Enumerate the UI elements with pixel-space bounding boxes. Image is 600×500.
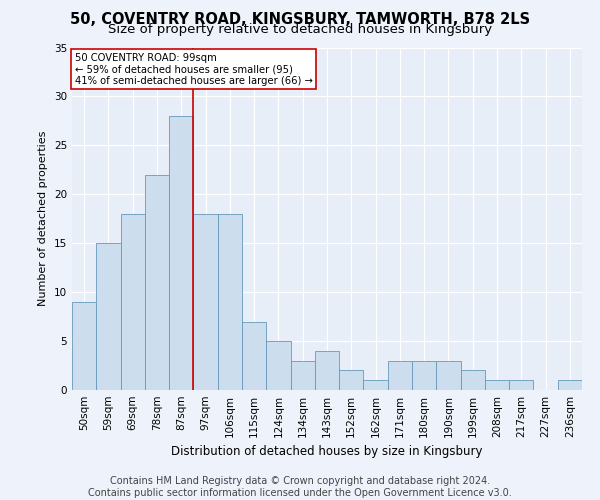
- Text: 50, COVENTRY ROAD, KINGSBURY, TAMWORTH, B78 2LS: 50, COVENTRY ROAD, KINGSBURY, TAMWORTH, …: [70, 12, 530, 28]
- Text: Contains HM Land Registry data © Crown copyright and database right 2024.
Contai: Contains HM Land Registry data © Crown c…: [88, 476, 512, 498]
- Bar: [364, 380, 388, 390]
- Bar: [145, 174, 169, 390]
- Bar: [290, 360, 315, 390]
- Text: 50 COVENTRY ROAD: 99sqm
← 59% of detached houses are smaller (95)
41% of semi-de: 50 COVENTRY ROAD: 99sqm ← 59% of detache…: [74, 52, 313, 86]
- Bar: [461, 370, 485, 390]
- X-axis label: Distribution of detached houses by size in Kingsbury: Distribution of detached houses by size …: [171, 446, 483, 458]
- Bar: [121, 214, 145, 390]
- Y-axis label: Number of detached properties: Number of detached properties: [38, 131, 49, 306]
- Bar: [96, 243, 121, 390]
- Bar: [388, 360, 412, 390]
- Bar: [193, 214, 218, 390]
- Bar: [266, 341, 290, 390]
- Bar: [169, 116, 193, 390]
- Text: Size of property relative to detached houses in Kingsbury: Size of property relative to detached ho…: [108, 22, 492, 36]
- Bar: [412, 360, 436, 390]
- Bar: [436, 360, 461, 390]
- Bar: [558, 380, 582, 390]
- Bar: [242, 322, 266, 390]
- Bar: [509, 380, 533, 390]
- Bar: [315, 351, 339, 390]
- Bar: [339, 370, 364, 390]
- Bar: [218, 214, 242, 390]
- Bar: [485, 380, 509, 390]
- Bar: [72, 302, 96, 390]
